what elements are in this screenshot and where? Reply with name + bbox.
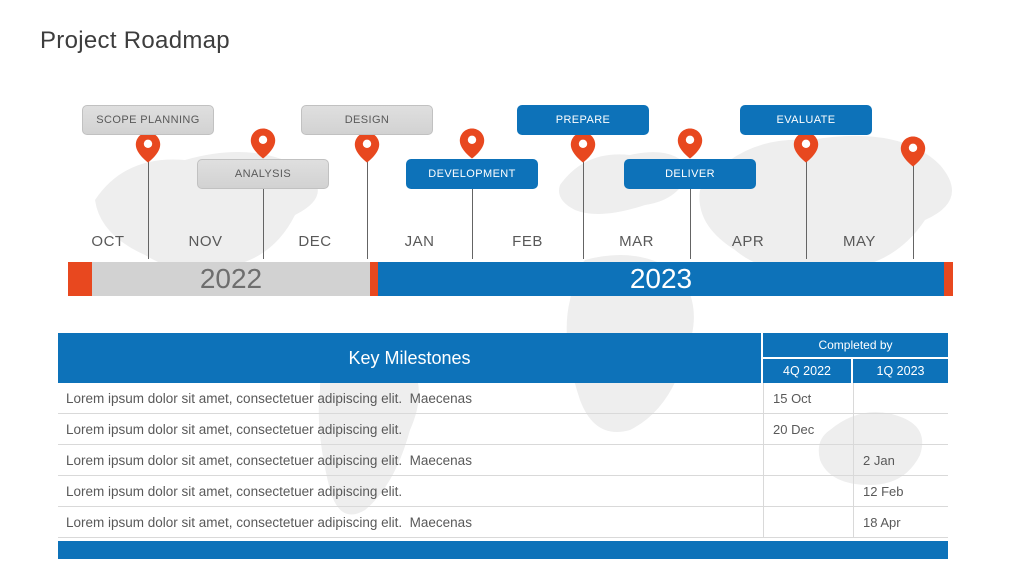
milestone-development: DEVELOPMENT	[406, 159, 538, 189]
table-row: Lorem ipsum dolor sit amet, consectetuer…	[58, 383, 948, 414]
milestone-description: Lorem ipsum dolor sit amet, consectetuer…	[66, 452, 472, 468]
month-label-may: MAY	[843, 233, 876, 250]
location-pin-icon	[900, 136, 926, 167]
table-body: Lorem ipsum dolor sit amet, consectetuer…	[58, 383, 948, 538]
timeline-connector-line	[912, 164, 914, 259]
table-row: Lorem ipsum dolor sit amet, consectetuer…	[58, 507, 948, 538]
timeline-connector-line	[471, 189, 473, 259]
location-pin-icon	[570, 132, 596, 163]
date-4q-2022: 20 Dec	[763, 414, 853, 444]
year-bar-left-cap	[68, 262, 92, 296]
milestone-label: ANALYSIS	[234, 168, 292, 180]
date-1q-2023: 2 Jan	[853, 445, 948, 475]
milestones-table: Key Milestones Completed by 4Q 2022 1Q 2…	[58, 333, 948, 563]
milestone-analysis: ANALYSIS	[197, 159, 329, 189]
year-2022-segment: 2022	[92, 262, 370, 296]
location-pin-icon	[677, 128, 703, 159]
table-title-cell: Key Milestones	[58, 333, 761, 383]
milestone-label: SCOPE PLANNING	[96, 114, 200, 126]
month-label-jan: JAN	[404, 233, 435, 250]
month-label-nov: NOV	[188, 233, 223, 250]
milestone-description: Lorem ipsum dolor sit amet, consectetuer…	[66, 421, 403, 437]
milestone-evaluate: EVALUATE	[740, 105, 872, 135]
year-bar: 2022 2023	[68, 262, 953, 296]
table-row: Lorem ipsum dolor sit amet, consectetuer…	[58, 445, 948, 476]
date-1q-2023: 12 Feb	[853, 476, 948, 506]
month-label-feb: FEB	[512, 233, 543, 250]
timeline-connector-line	[805, 160, 807, 259]
page-title: Project Roadmap	[40, 27, 230, 54]
date-1q-2023	[853, 383, 948, 413]
milestone-description: Lorem ipsum dolor sit amet, consectetuer…	[66, 483, 403, 499]
milestone-prepare: PREPARE	[517, 105, 649, 135]
date-4q-2022	[763, 476, 853, 506]
year-2023-segment: 2023	[378, 262, 944, 296]
timeline: SCOPE PLANNING ANALYSIS DESIGN DEVELOPMENT P…	[82, 105, 926, 259]
milestone-deliver: DELIVER	[624, 159, 756, 189]
milestone-scope-planning: SCOPE PLANNING	[82, 105, 214, 135]
month-label-mar: MAR	[619, 233, 654, 250]
milestone-label: PREPARE	[555, 114, 611, 126]
year-2022-label: 2022	[199, 263, 263, 294]
column-header-4q-2022: 4Q 2022	[763, 359, 851, 383]
location-pin-icon	[354, 132, 380, 163]
date-1q-2023: 18 Apr	[853, 507, 948, 537]
milestone-description: Lorem ipsum dolor sit amet, consectetuer…	[66, 390, 472, 406]
month-label-dec: DEC	[298, 233, 332, 250]
milestone-design: DESIGN	[301, 105, 433, 135]
timeline-connector-line	[147, 160, 149, 259]
timeline-connector-line	[582, 160, 584, 259]
timeline-connector-line	[366, 160, 368, 259]
milestone-label: DELIVER	[665, 168, 715, 180]
year-bar-divider	[370, 262, 378, 296]
column-header-1q-2023: 1Q 2023	[853, 359, 948, 383]
year-bar-right-cap	[944, 262, 953, 296]
milestone-label: EVALUATE	[776, 114, 836, 126]
table-title: Key Milestones	[348, 347, 471, 368]
date-4q-2022: 15 Oct	[763, 383, 853, 413]
footer-bar	[58, 541, 948, 559]
location-pin-icon	[135, 132, 161, 163]
location-pin-icon	[250, 128, 276, 159]
date-4q-2022	[763, 445, 853, 475]
month-label-apr: APR	[731, 233, 765, 250]
date-4q-2022	[763, 507, 853, 537]
milestone-label: DEVELOPMENT	[428, 168, 516, 180]
milestone-description: Lorem ipsum dolor sit amet, consectetuer…	[66, 514, 472, 530]
date-1q-2023	[853, 414, 948, 444]
timeline-connector-line	[689, 189, 691, 259]
table-row: Lorem ipsum dolor sit amet, consectetuer…	[58, 414, 948, 445]
completed-by-header: Completed by	[763, 333, 948, 357]
location-pin-icon	[459, 128, 485, 159]
location-pin-icon	[793, 132, 819, 163]
month-label-oct: OCT	[91, 233, 125, 250]
timeline-connector-line	[262, 189, 264, 259]
milestone-label: DESIGN	[344, 114, 390, 126]
table-row: Lorem ipsum dolor sit amet, consectetuer…	[58, 476, 948, 507]
year-2023-label: 2023	[629, 263, 693, 294]
